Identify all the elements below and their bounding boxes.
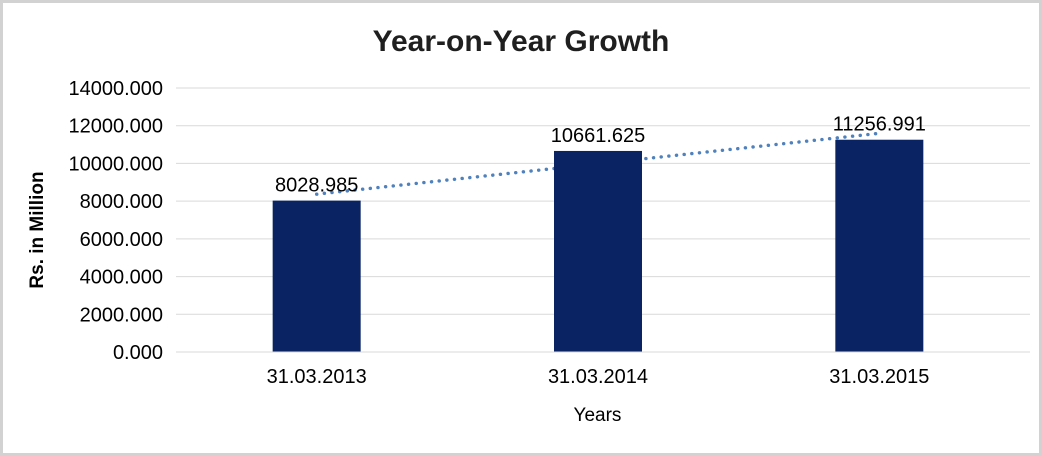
- bar: [272, 200, 361, 352]
- x-category-label: 31.03.2014: [548, 366, 648, 388]
- y-tick-label: 4000.000: [80, 267, 163, 289]
- y-tick-label: 6000.000: [80, 229, 163, 251]
- bar: [835, 139, 924, 352]
- chart-title: Year-on-Year Growth: [372, 25, 670, 58]
- bar-data-label: 8028.985: [275, 175, 358, 197]
- bar-data-label: 11256.991: [833, 114, 926, 136]
- x-axis-title: Years: [573, 405, 622, 426]
- y-tick-label: 12000.000: [68, 116, 163, 138]
- bar-data-label: 10661.625: [551, 125, 646, 147]
- plot-area: 0.000 2000.000 4000.000 6000.000 8000.000 100…: [68, 78, 1030, 388]
- bar: [554, 150, 642, 352]
- y-tick-label: 14000.000: [68, 78, 163, 100]
- y-tick-label: 2000.000: [80, 304, 163, 326]
- y-tick-label: 8000.000: [80, 191, 163, 213]
- y-tick-label: 0.000: [113, 342, 163, 364]
- x-category-label: 31.03.2015: [829, 366, 929, 388]
- y-tick-label: 10000.000: [68, 153, 163, 175]
- x-category-label: 31.03.2013: [267, 366, 367, 388]
